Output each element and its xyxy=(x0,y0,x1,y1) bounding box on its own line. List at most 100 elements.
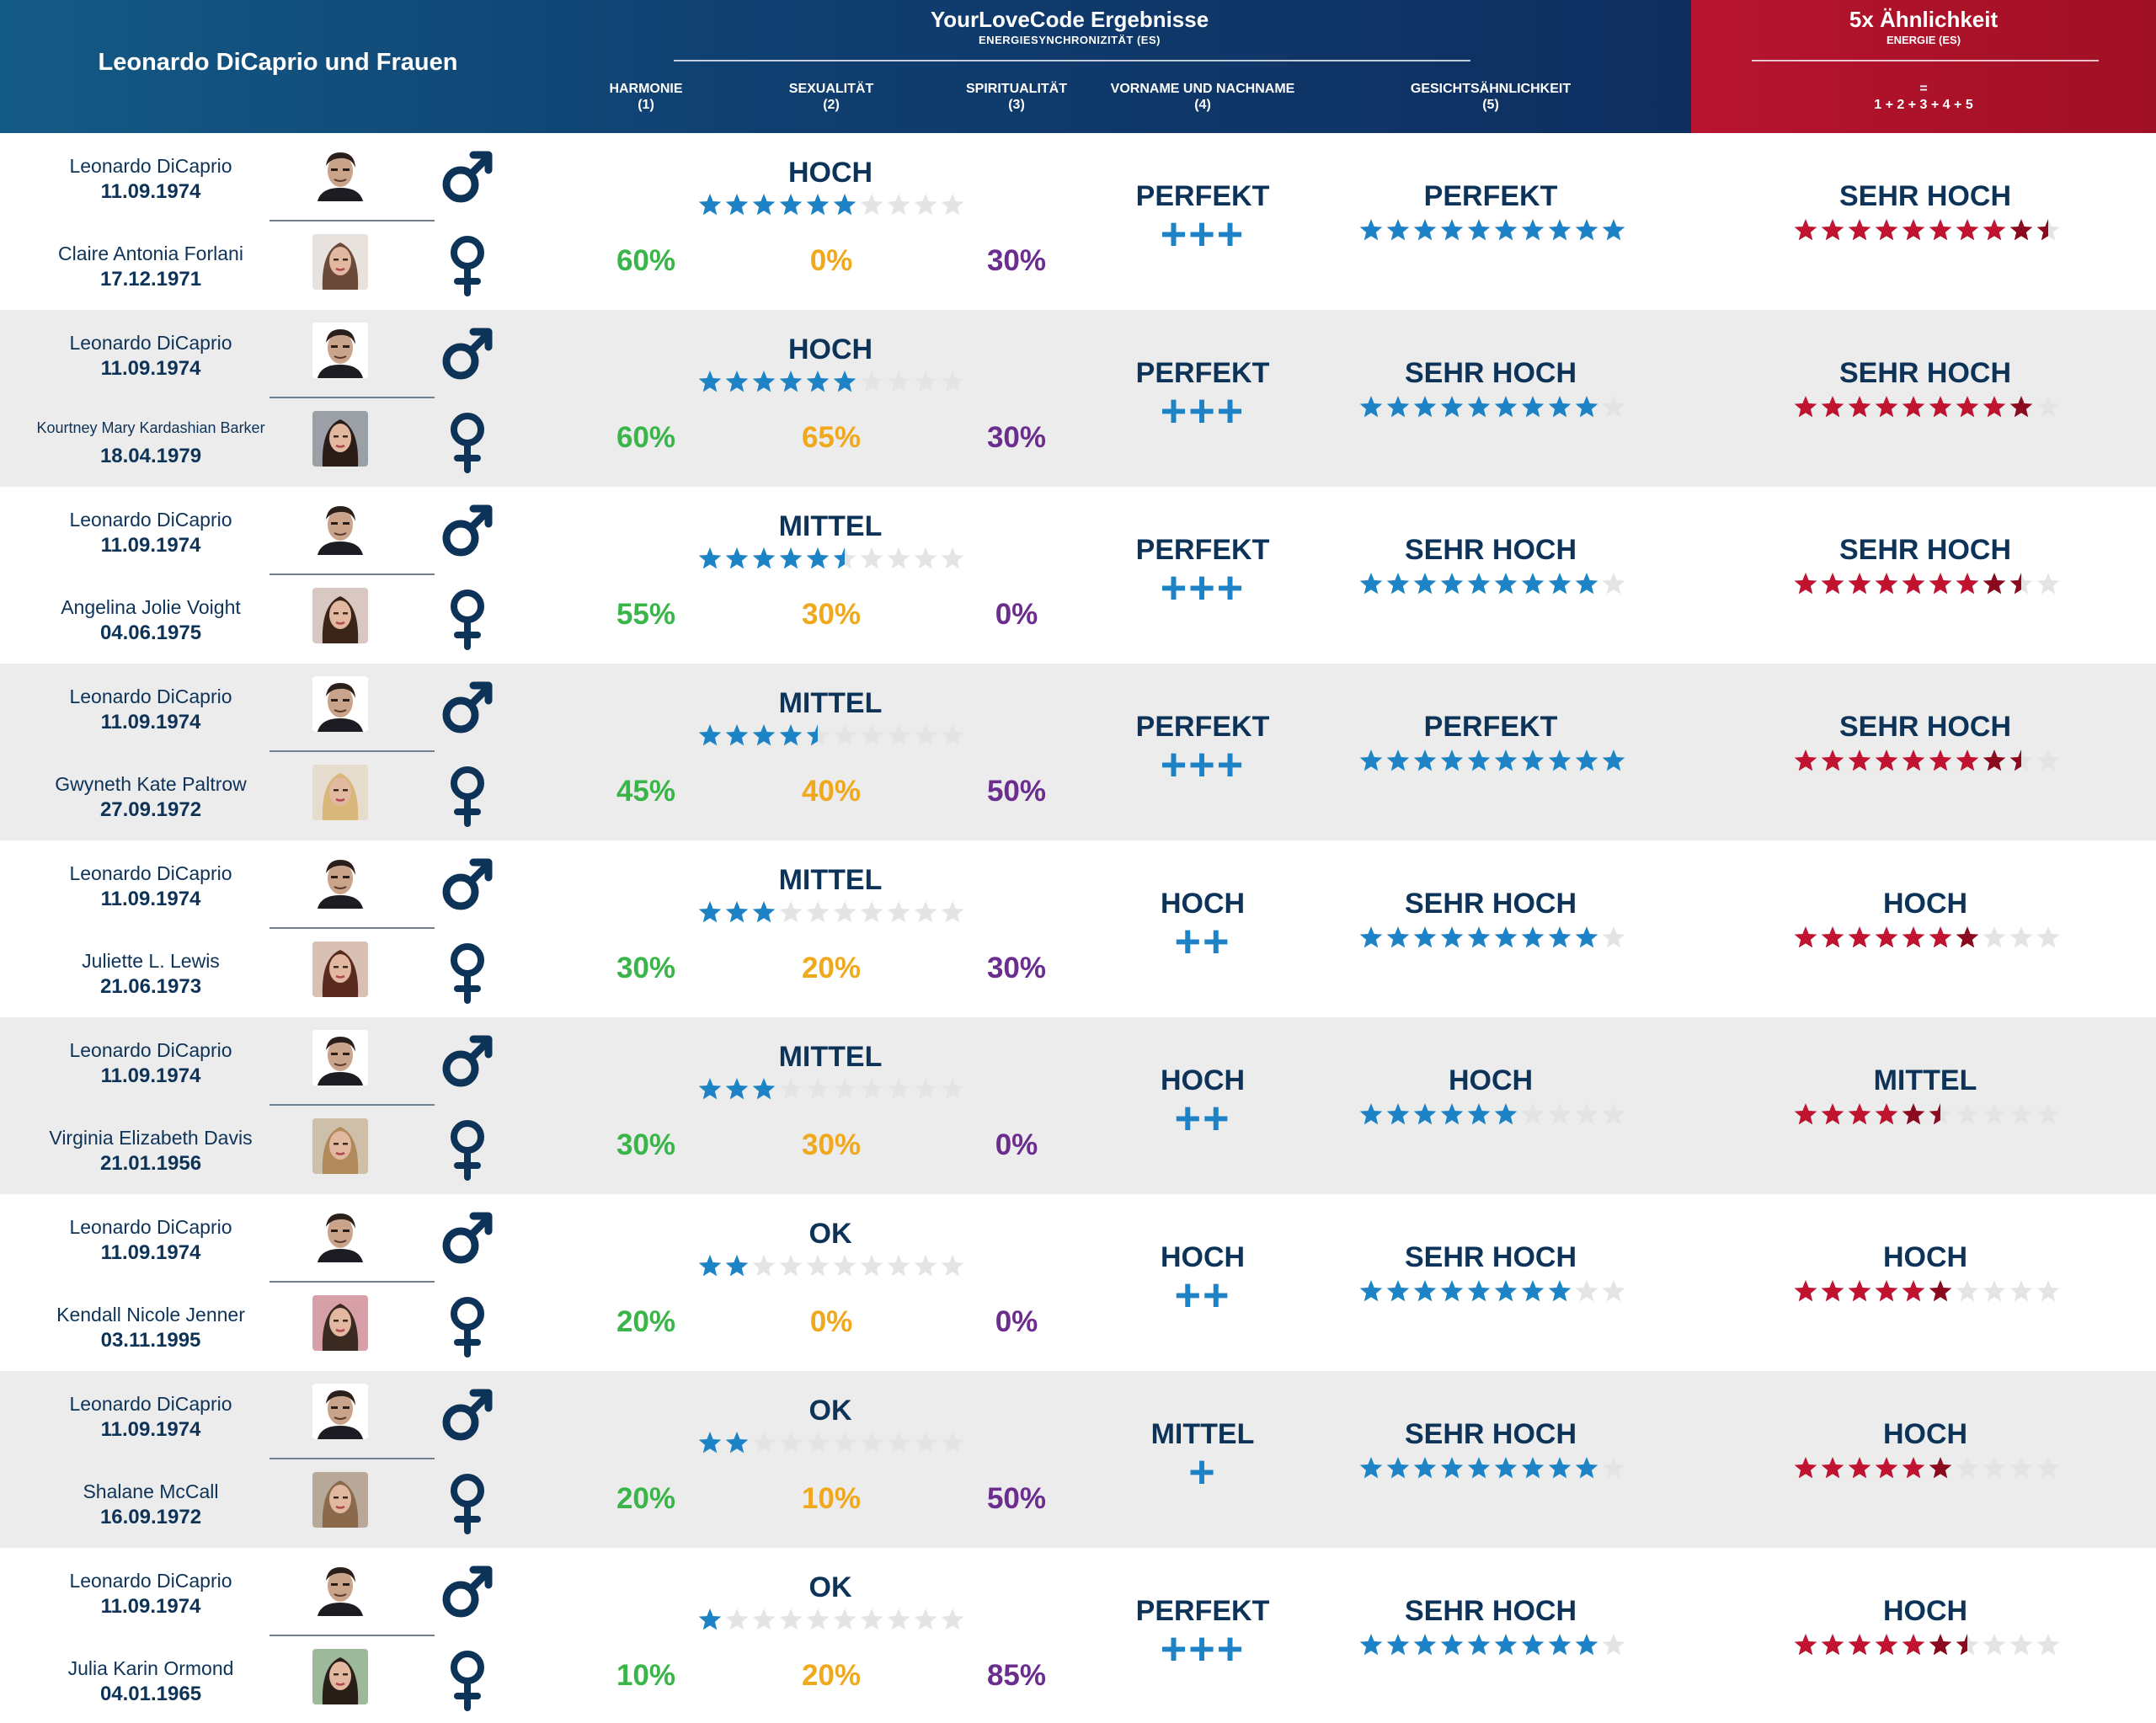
sexuality-star xyxy=(752,371,776,392)
avatar xyxy=(312,1207,368,1262)
face-star xyxy=(1386,396,1410,418)
total-star xyxy=(1875,1457,1898,1479)
sexuality-value: 30% xyxy=(801,1128,862,1161)
sexuality-star xyxy=(698,371,722,392)
harmony-value: 45% xyxy=(616,775,676,808)
total-star xyxy=(1794,926,1817,948)
total-star xyxy=(1821,1457,1844,1479)
avatar xyxy=(312,234,368,290)
face-star xyxy=(1467,749,1491,771)
total-star xyxy=(1929,1634,1952,1656)
sexuality-stars xyxy=(698,194,964,216)
total-star xyxy=(1794,1457,1817,1479)
total-star xyxy=(1983,749,2006,771)
sexuality-stars xyxy=(698,547,964,569)
face-star xyxy=(1386,1280,1410,1302)
sexuality-value: 20% xyxy=(801,1659,862,1692)
total-star xyxy=(2009,926,2033,948)
total-star xyxy=(1875,396,1898,418)
results-subtitle: ENERGIESYNCHRONIZITÄT (ES) xyxy=(979,34,1161,46)
face-star xyxy=(1494,1457,1518,1479)
total-star xyxy=(2009,219,2033,241)
avatar xyxy=(312,1560,368,1616)
face-star xyxy=(1521,1457,1545,1479)
face-star xyxy=(1548,1634,1572,1656)
face-level: HOCH xyxy=(1448,1064,1534,1096)
total-star xyxy=(1956,219,1979,241)
person1-date: 11.09.1974 xyxy=(100,1595,201,1618)
face-star xyxy=(1494,1280,1518,1302)
sexuality-value: 65% xyxy=(801,421,862,454)
sexuality-star xyxy=(941,1432,964,1454)
total-star xyxy=(1875,1280,1898,1302)
face-level: SEHR HOCH xyxy=(1404,888,1577,920)
harmony-value: 60% xyxy=(616,244,676,277)
sexuality-star xyxy=(752,1432,776,1454)
person2-date: 18.04.1979 xyxy=(99,445,202,467)
face-star xyxy=(1575,1280,1598,1302)
total-level: HOCH xyxy=(1882,1241,1968,1273)
sexuality-star xyxy=(887,547,910,569)
sexuality-half-star xyxy=(806,724,818,746)
face-star xyxy=(1440,219,1464,241)
name-plus-rating: +++ xyxy=(1160,563,1246,613)
sexuality-star xyxy=(914,901,937,923)
sexuality-star xyxy=(806,1255,830,1277)
sexuality-star xyxy=(941,194,964,216)
spirituality-value: 30% xyxy=(986,244,1047,277)
face-stars xyxy=(1359,1280,1625,1302)
total-star xyxy=(1875,749,1898,771)
total-star xyxy=(1821,396,1844,418)
face-star xyxy=(1575,1457,1598,1479)
face-star xyxy=(1602,1634,1625,1656)
face-level: SEHR HOCH xyxy=(1404,534,1577,566)
face-rating xyxy=(1358,1455,1627,1486)
face-star xyxy=(1440,396,1464,418)
person2-name: Virginia Elizabeth Davis xyxy=(49,1127,253,1149)
person2-date: 21.06.1973 xyxy=(99,975,202,998)
sexuality-value: 0% xyxy=(809,1305,853,1338)
name-level: PERFEKT xyxy=(1135,180,1270,212)
sexuality-star xyxy=(887,1255,910,1277)
face-star xyxy=(1521,1103,1545,1125)
sexuality-stars xyxy=(698,901,964,923)
name-plus-rating: ++ xyxy=(1174,1270,1231,1320)
female-symbol-icon xyxy=(438,1294,497,1358)
male-symbol-icon xyxy=(438,322,497,386)
sexuality-rating xyxy=(696,369,966,400)
face-star xyxy=(1467,926,1491,948)
sexuality-star xyxy=(860,1432,883,1454)
sexuality-stars xyxy=(698,1432,964,1454)
person1-date: 11.09.1974 xyxy=(100,888,201,910)
sexuality-star xyxy=(887,1608,910,1630)
total-star xyxy=(1983,1457,2006,1479)
total-star xyxy=(1794,749,1817,771)
face-star xyxy=(1494,1103,1518,1125)
sexuality-value: 30% xyxy=(801,598,862,631)
sexuality-stars xyxy=(698,1078,964,1100)
face-rating xyxy=(1358,217,1627,248)
sexuality-star xyxy=(779,194,803,216)
total-star xyxy=(1929,573,1952,595)
sexuality-star xyxy=(698,1255,722,1277)
face-star xyxy=(1521,219,1545,241)
total-star xyxy=(1821,573,1844,595)
person-divider xyxy=(270,1458,435,1459)
male-symbol-icon xyxy=(438,499,497,563)
sexuality-level: MITTEL xyxy=(778,510,883,542)
total-star xyxy=(2036,926,2060,948)
header-red-divider xyxy=(1752,60,2099,61)
sexuality-star xyxy=(860,371,883,392)
total-star xyxy=(2009,1634,2033,1656)
face-star xyxy=(1440,749,1464,771)
total-star xyxy=(1929,926,1952,948)
female-symbol-icon xyxy=(438,1470,497,1534)
person1-name: Leonardo DiCaprio xyxy=(69,509,232,531)
column-header-sexuality: SEXUALITÄT (2) xyxy=(788,82,874,112)
female-symbol-icon xyxy=(438,409,497,473)
face-star xyxy=(1602,219,1625,241)
avatar xyxy=(312,1030,368,1086)
total-stars xyxy=(1794,749,2060,771)
face-stars xyxy=(1359,1634,1625,1656)
person-divider xyxy=(270,927,435,929)
